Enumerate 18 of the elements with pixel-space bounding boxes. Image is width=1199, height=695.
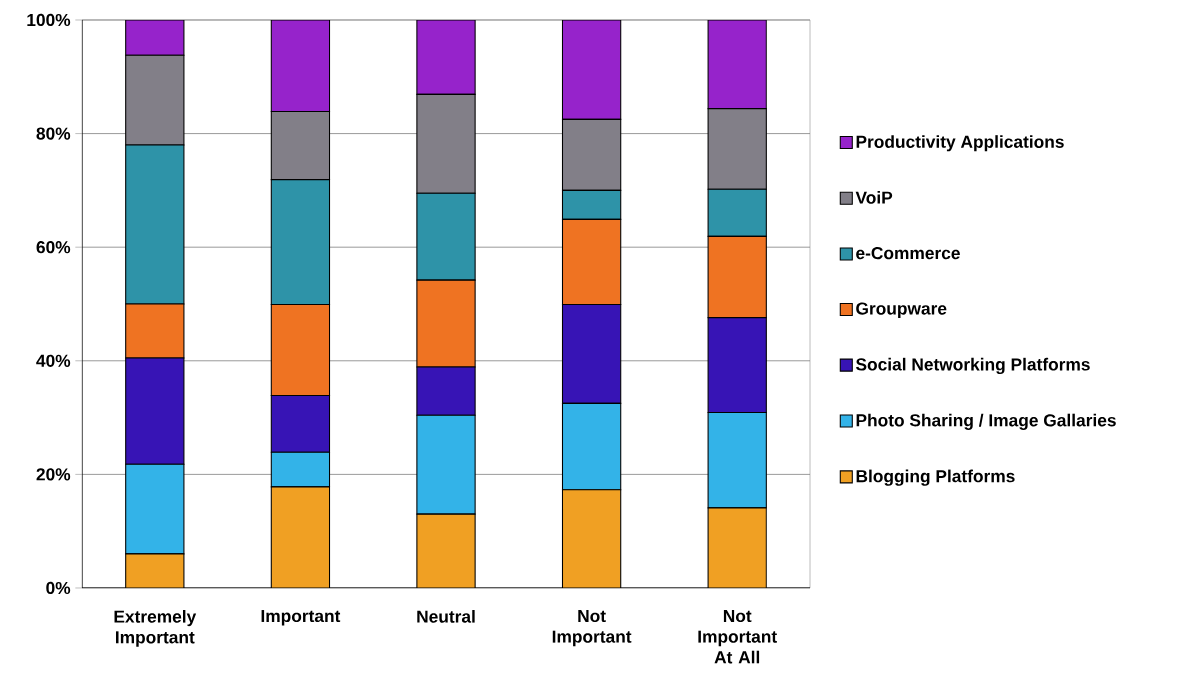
y-tick-label: 20% (36, 468, 71, 481)
legend-label: Groupware (856, 302, 947, 319)
x-tick-label: Neutral (417, 610, 475, 623)
x-tick-label: Important (261, 610, 341, 626)
x-tick-label: Not Important (552, 610, 632, 647)
x-tick-label: Extremely Important (114, 610, 197, 647)
y-tick-label: 40% (36, 354, 71, 367)
x-tick-label: Not Important At All (698, 610, 777, 664)
y-tick-label: 0% (46, 581, 71, 595)
y-tick-label: 100% (27, 13, 71, 27)
legend-label: Productivity Applications (856, 135, 1064, 152)
legend-label: VoiP (855, 191, 893, 204)
y-tick-label: 60% (36, 241, 71, 254)
y-tick-label: 80% (36, 127, 71, 140)
legend-label: Photo Sharing / Image Gallaries (856, 413, 1116, 430)
legend-label: Social Networking Platforms (855, 357, 1090, 375)
legend-label: e-Commerce (856, 246, 960, 260)
legend-label: Blogging Platforms (856, 469, 1015, 486)
